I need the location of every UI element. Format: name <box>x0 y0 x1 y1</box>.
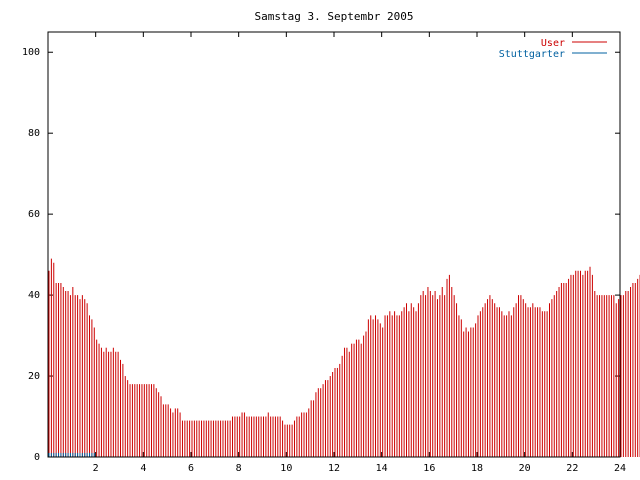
y-tick-label: 40 <box>28 290 40 301</box>
x-tick-label: 10 <box>280 463 292 474</box>
x-tick-label: 4 <box>140 463 146 474</box>
x-tick-label: 20 <box>519 463 531 474</box>
x-tick-label: 18 <box>471 463 483 474</box>
x-tick-label: 24 <box>614 463 626 474</box>
y-tick-label: 0 <box>34 452 40 463</box>
x-tick-label: 2 <box>93 463 99 474</box>
chart-title: Samstag 3. Septembr 2005 <box>255 10 414 23</box>
x-tick-label: 16 <box>423 463 435 474</box>
legend-label-user: User <box>541 38 565 49</box>
x-tick-label: 6 <box>188 463 194 474</box>
stuttgarter-series <box>48 452 95 457</box>
plot-frame <box>47 31 621 458</box>
x-tick-label: 8 <box>236 463 242 474</box>
legend-label-stuttgarter: Stuttgarter <box>499 49 565 60</box>
x-tick-label: 22 <box>566 463 578 474</box>
y-tick-label: 80 <box>28 128 40 139</box>
y-tick-label: 20 <box>28 371 40 382</box>
data-bars <box>48 258 640 457</box>
x-tick-label: 14 <box>376 463 388 474</box>
x-tick-label: 12 <box>328 463 340 474</box>
legend: User Stuttgarter <box>499 38 607 60</box>
y-tick-label: 60 <box>28 209 40 220</box>
y-tick-label: 100 <box>22 47 40 58</box>
